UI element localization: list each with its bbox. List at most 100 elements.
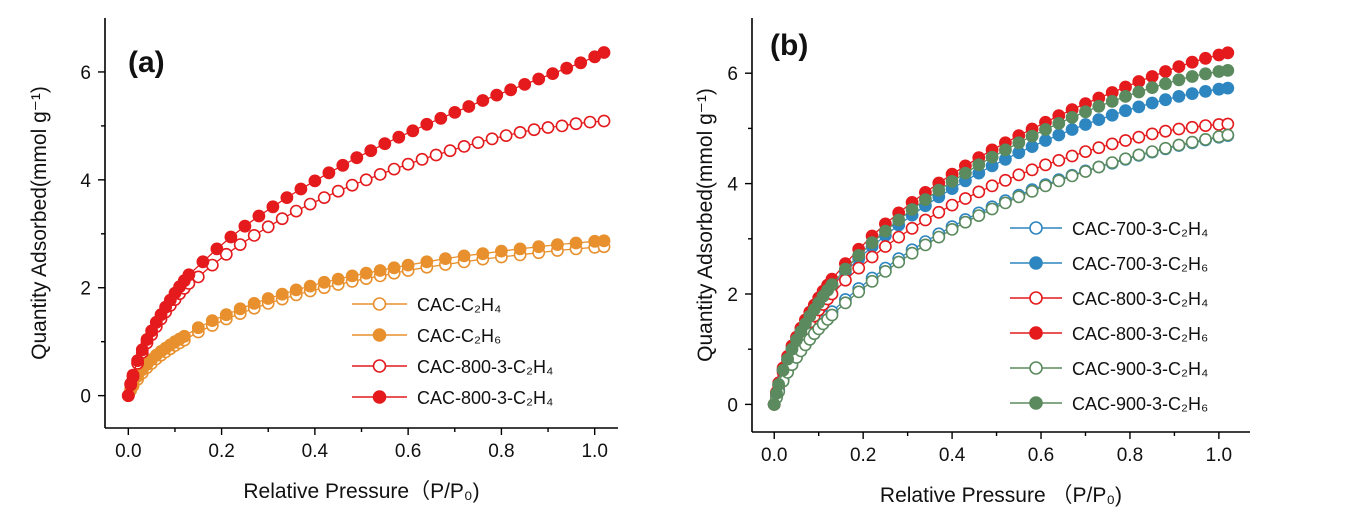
- data-point: [1012, 136, 1026, 150]
- data-point: [767, 397, 781, 411]
- data-point: [219, 308, 233, 322]
- data-point: [972, 158, 986, 172]
- panel-label: (a): [128, 46, 165, 79]
- data-point: [560, 61, 574, 75]
- data-point: [387, 261, 401, 275]
- x-tick-label: 0.4: [302, 441, 329, 462]
- data-point: [476, 247, 490, 261]
- data-point: [546, 67, 560, 80]
- data-point: [485, 132, 499, 146]
- legend-label: CAC-800-3-C₂H₆: [1072, 324, 1208, 344]
- data-point: [1052, 128, 1066, 142]
- data-point: [597, 46, 611, 59]
- data-point: [345, 178, 359, 192]
- data-point: [513, 242, 527, 256]
- legend: CAC-C₂H₄ CAC-C₂H₆ CAC-800-3-C₂H₄ CAC-800-3-…: [352, 295, 553, 408]
- data-point: [972, 185, 986, 199]
- data-point: [1092, 160, 1106, 174]
- data-point: [1185, 70, 1199, 83]
- y-tick-label: 2: [727, 285, 738, 306]
- data-point: [443, 144, 457, 158]
- legend-label: CAC-700-3-C₂H₆: [1072, 254, 1208, 274]
- legend-label: CAC-900-3-C₂H₆: [1072, 394, 1208, 414]
- y-axis-title: Quantity Adsorbed(mmol g⁻¹): [28, 86, 51, 360]
- data-point: [401, 157, 415, 171]
- data-point: [1065, 169, 1079, 183]
- data-point: [1119, 134, 1132, 147]
- data-point: [1052, 153, 1066, 167]
- data-point: [205, 314, 219, 327]
- data-point: [420, 117, 434, 131]
- data-point: [364, 144, 378, 158]
- data-point: [261, 292, 275, 305]
- data-point: [1105, 108, 1119, 122]
- panel-label: (b): [770, 29, 808, 62]
- data-point: [1079, 105, 1092, 119]
- data-point: [494, 244, 508, 258]
- data-point: [852, 285, 866, 299]
- data-point: [415, 152, 429, 166]
- data-point: [266, 200, 280, 214]
- data-point: [1132, 75, 1146, 88]
- data-point: [513, 125, 527, 139]
- data-point: [420, 255, 434, 269]
- data-point: [438, 252, 452, 265]
- data-point: [1159, 93, 1172, 107]
- data-point: [247, 296, 261, 310]
- data-point: [504, 83, 518, 97]
- data-point: [919, 193, 932, 206]
- data-point: [1145, 145, 1159, 158]
- data-point: [289, 283, 303, 297]
- data-point: [852, 248, 866, 262]
- data-point: [1012, 190, 1026, 204]
- data-point: [1221, 128, 1235, 142]
- data-point: [233, 302, 247, 316]
- legend-marker: [372, 359, 387, 373]
- data-point: [1221, 81, 1235, 95]
- data-point: [331, 184, 345, 198]
- legend-marker: [1029, 361, 1043, 375]
- data-point: [959, 192, 972, 205]
- data-point: [1025, 184, 1039, 198]
- data-point: [852, 261, 866, 275]
- x-tick-label: 0.8: [488, 441, 514, 462]
- data-point: [490, 88, 504, 102]
- series-line: [773, 87, 1228, 405]
- data-point: [1025, 163, 1039, 177]
- data-point: [210, 242, 224, 256]
- legend-marker: [1029, 256, 1043, 270]
- data-point: [1132, 130, 1146, 144]
- data-point: [135, 343, 149, 357]
- data-point: [308, 174, 322, 188]
- data-point: [574, 56, 588, 70]
- data-point: [772, 378, 786, 391]
- data-point: [1145, 70, 1159, 83]
- data-point: [457, 139, 471, 153]
- data-point: [1065, 111, 1079, 124]
- data-point: [1039, 123, 1052, 136]
- legend-label: CAC-900-3-C₂H₄: [1072, 359, 1208, 379]
- data-point: [1065, 149, 1079, 163]
- legend-marker: [1029, 291, 1043, 305]
- data-point: [1159, 124, 1172, 138]
- x-tick-label: 1.0: [581, 441, 607, 462]
- legend-marker: [372, 328, 387, 342]
- data-point: [1132, 148, 1146, 162]
- x-tick-label: 0.0: [115, 441, 141, 462]
- data-point: [1172, 122, 1186, 136]
- data-point: [448, 106, 462, 119]
- data-point: [839, 262, 852, 276]
- data-point: [294, 182, 308, 196]
- data-point: [457, 249, 471, 263]
- legend-label: CAC-800-3-C₂H₄: [417, 357, 553, 377]
- data-point: [233, 238, 247, 251]
- data-point: [1199, 132, 1212, 146]
- y-axis-title: Quantity Adsorbed(mmol g⁻¹): [694, 88, 717, 362]
- data-point: [932, 183, 946, 197]
- data-point: [1039, 158, 1052, 172]
- data-point: [182, 268, 196, 282]
- x-tick-label: 0.6: [395, 441, 421, 462]
- data-point: [1105, 156, 1119, 169]
- data-point: [1039, 179, 1052, 193]
- data-point: [1119, 104, 1132, 118]
